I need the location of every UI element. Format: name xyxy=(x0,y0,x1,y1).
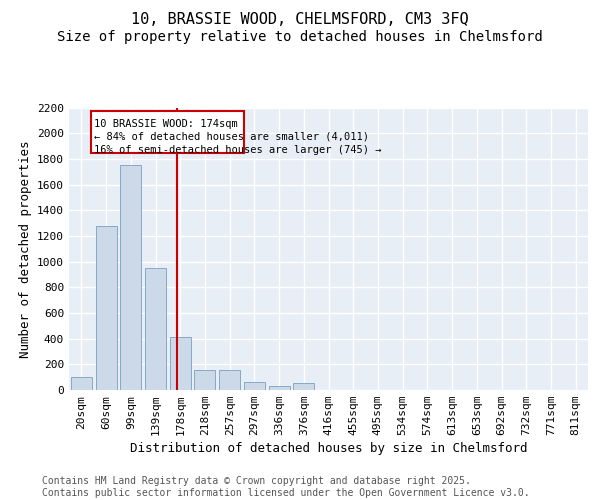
Text: Size of property relative to detached houses in Chelmsford: Size of property relative to detached ho… xyxy=(57,30,543,44)
X-axis label: Distribution of detached houses by size in Chelmsford: Distribution of detached houses by size … xyxy=(130,442,527,456)
Bar xyxy=(120,166,141,390)
Text: ← 84% of detached houses are smaller (4,011): ← 84% of detached houses are smaller (4,… xyxy=(94,132,369,142)
Bar xyxy=(91,110,244,153)
Bar xyxy=(219,370,240,390)
Text: 10 BRASSIE WOOD: 174sqm: 10 BRASSIE WOOD: 174sqm xyxy=(94,119,238,129)
Bar xyxy=(71,376,92,390)
Bar xyxy=(145,268,166,390)
Bar xyxy=(269,386,290,390)
Text: 10, BRASSIE WOOD, CHELMSFORD, CM3 3FQ: 10, BRASSIE WOOD, CHELMSFORD, CM3 3FQ xyxy=(131,12,469,28)
Bar xyxy=(95,226,116,390)
Text: Contains HM Land Registry data © Crown copyright and database right 2025.: Contains HM Land Registry data © Crown c… xyxy=(42,476,471,486)
Bar xyxy=(170,338,191,390)
Bar xyxy=(293,383,314,390)
Bar xyxy=(194,370,215,390)
Text: Contains public sector information licensed under the Open Government Licence v3: Contains public sector information licen… xyxy=(42,488,530,498)
Bar xyxy=(244,382,265,390)
Text: 16% of semi-detached houses are larger (745) →: 16% of semi-detached houses are larger (… xyxy=(94,144,382,154)
Y-axis label: Number of detached properties: Number of detached properties xyxy=(19,140,32,358)
